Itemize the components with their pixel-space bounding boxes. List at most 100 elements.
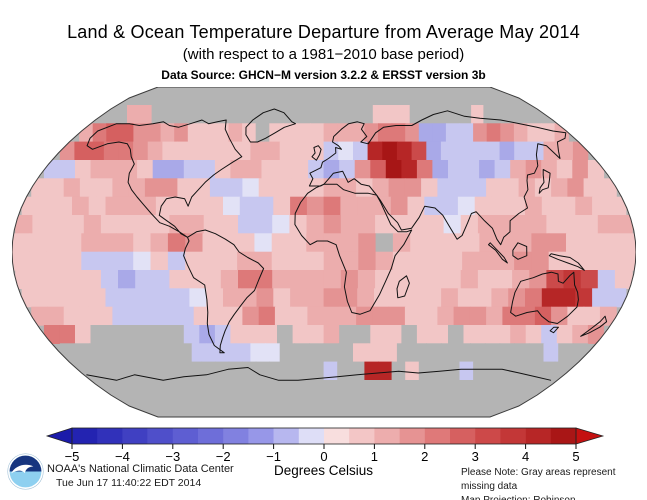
grid-cell xyxy=(493,87,505,106)
grid-cell xyxy=(525,288,543,308)
grid-cell xyxy=(302,87,314,106)
grid-cell xyxy=(12,233,31,253)
footer-org: NOAA's National Climatic Data Center xyxy=(47,463,234,475)
colorbar-segment xyxy=(399,428,426,444)
grid-cell xyxy=(500,361,515,381)
grid-cell xyxy=(463,160,480,179)
grid-cell xyxy=(281,398,293,417)
grid-cell xyxy=(479,160,496,179)
grid-cell xyxy=(404,306,422,326)
grid-cell xyxy=(292,325,309,344)
grid-cell xyxy=(72,196,90,216)
grid-cell xyxy=(90,325,107,344)
grid-cell xyxy=(137,325,154,344)
grid-cell xyxy=(385,105,399,124)
grid-cell xyxy=(495,215,513,234)
grid-cell xyxy=(495,380,509,399)
grid-cell xyxy=(575,196,593,216)
new-zealand-outline xyxy=(580,315,608,337)
grid-cell xyxy=(225,105,239,124)
colorbar-tick-label: 1 xyxy=(371,449,378,464)
grid-cell xyxy=(122,288,140,308)
grid-cell xyxy=(387,398,399,417)
grid-cell xyxy=(357,196,375,216)
grid-cell xyxy=(353,343,369,363)
grid-cell xyxy=(448,160,465,179)
grid-cell xyxy=(185,87,197,106)
colorbar-segment xyxy=(424,428,451,444)
grid-cell xyxy=(214,325,232,344)
grid-cell xyxy=(221,141,237,161)
footer-timestamp: Tue Jun 17 11:40:22 EDT 2014 xyxy=(56,477,202,489)
grid-row xyxy=(132,87,516,106)
antarctica-coast-outline xyxy=(86,367,552,381)
grid-cell xyxy=(237,380,251,399)
grid-cell xyxy=(567,306,585,326)
colorbar-arrow-left xyxy=(45,427,73,445)
grid-cell xyxy=(514,251,533,271)
grid-cell xyxy=(133,361,148,381)
grid-cell xyxy=(255,361,270,381)
grid-cell xyxy=(541,123,556,143)
grid-cell xyxy=(514,343,530,363)
grid-cell xyxy=(541,325,558,344)
grid-cell xyxy=(323,306,341,326)
grid-cell xyxy=(118,343,134,363)
grid-cell xyxy=(88,196,107,216)
grid-cell xyxy=(219,251,238,271)
grid-cell xyxy=(88,288,107,308)
colorbar-segment xyxy=(298,428,325,444)
grid-cell xyxy=(556,325,573,344)
grid-cell xyxy=(29,233,48,253)
grid-cell xyxy=(388,178,406,198)
grid-cell xyxy=(405,123,420,143)
grid-cell xyxy=(477,215,496,234)
grid-cell xyxy=(152,160,169,179)
grid-cell xyxy=(200,105,214,124)
figure-title: Land & Ocean Temperature Departure from … xyxy=(67,22,580,42)
grid-cell xyxy=(302,398,314,417)
grid-cell xyxy=(494,325,511,344)
grid-cell xyxy=(282,361,298,381)
grid-cell xyxy=(541,288,560,308)
grid-cell xyxy=(432,325,449,344)
grid-cell xyxy=(100,270,119,289)
grid-cell xyxy=(177,178,195,198)
colorbar-segment xyxy=(248,428,274,444)
grid-cell xyxy=(79,306,97,326)
grid-cell xyxy=(323,251,342,271)
grid-cell xyxy=(98,251,117,271)
grid-cell xyxy=(189,288,207,308)
grid-cell xyxy=(397,105,411,124)
grid-cell xyxy=(155,196,174,216)
grid-cell xyxy=(119,361,135,381)
grid-cell xyxy=(249,380,263,399)
grid-cell xyxy=(261,160,278,179)
grid-cell xyxy=(119,123,135,143)
grid-cell xyxy=(168,160,185,179)
grid-cell xyxy=(608,288,627,308)
grid-cell xyxy=(446,105,460,124)
grid-cell xyxy=(308,325,325,344)
colorbar-segment xyxy=(147,428,174,444)
grid-cell xyxy=(242,306,260,326)
grid-cell xyxy=(484,343,501,363)
grid-cell xyxy=(255,270,273,289)
grid-cell xyxy=(292,160,309,179)
grid-cell xyxy=(270,398,282,417)
grid-cell xyxy=(339,160,356,179)
grid-cell xyxy=(461,398,474,417)
colorbar-tick-label: −2 xyxy=(216,449,231,464)
grid-cell xyxy=(323,343,339,363)
grid-cell xyxy=(388,306,406,326)
grid-cell xyxy=(206,87,219,106)
footer-credit: NOAA's National Climatic Data Center Tue… xyxy=(47,462,234,490)
grid-cell xyxy=(348,105,362,124)
grid-cell xyxy=(471,105,485,124)
colorbar-segment xyxy=(450,428,476,444)
grid-cell xyxy=(79,123,94,143)
grid-cell xyxy=(457,288,476,308)
grid-cell xyxy=(358,251,377,271)
grid-cell xyxy=(567,178,585,198)
colorbar-segment xyxy=(374,428,400,444)
